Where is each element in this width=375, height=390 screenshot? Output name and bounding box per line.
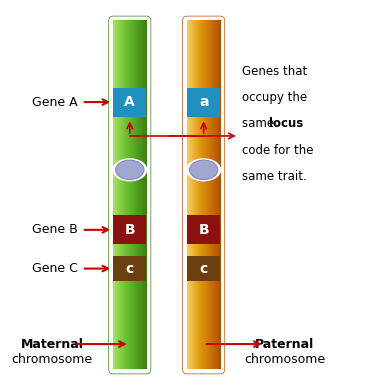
Text: Gene A: Gene A — [32, 96, 78, 108]
Text: c: c — [126, 262, 134, 276]
Ellipse shape — [189, 160, 218, 179]
Text: same trait.: same trait. — [243, 170, 307, 183]
Bar — [187, 215, 220, 245]
Bar — [113, 256, 146, 281]
Text: Gene B: Gene B — [32, 223, 78, 236]
Text: B: B — [124, 223, 135, 237]
Bar — [187, 256, 220, 281]
Text: Paternal: Paternal — [255, 338, 315, 351]
Ellipse shape — [116, 160, 144, 179]
Ellipse shape — [186, 158, 221, 181]
Ellipse shape — [112, 158, 147, 181]
Text: chromosome: chromosome — [244, 353, 326, 366]
Text: a: a — [199, 95, 208, 109]
Text: c: c — [200, 262, 208, 276]
Bar — [113, 215, 146, 245]
Bar — [113, 87, 146, 117]
Text: A: A — [124, 95, 135, 109]
Bar — [187, 87, 220, 117]
Text: Maternal: Maternal — [21, 338, 84, 351]
Text: code for the: code for the — [243, 144, 314, 156]
Text: Genes that: Genes that — [243, 65, 308, 78]
Text: occupy the: occupy the — [243, 91, 308, 104]
Text: Gene C: Gene C — [32, 262, 78, 275]
Text: locus: locus — [269, 117, 303, 130]
Text: chromosome: chromosome — [12, 353, 93, 366]
Text: B: B — [198, 223, 209, 237]
Text: same: same — [243, 117, 278, 130]
